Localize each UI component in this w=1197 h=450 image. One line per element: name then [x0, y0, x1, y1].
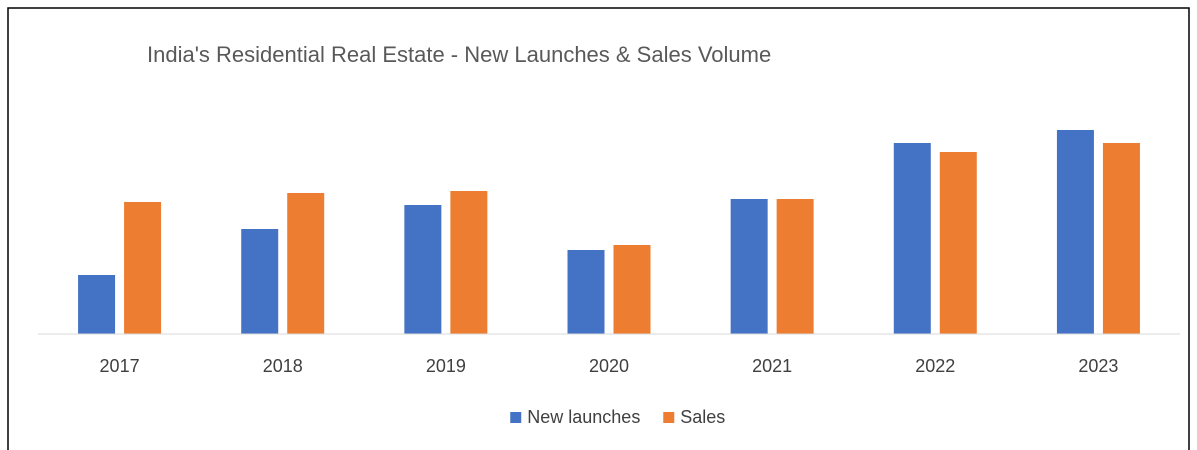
legend-label: Sales	[680, 407, 725, 427]
bar	[78, 275, 116, 334]
bar	[124, 202, 162, 334]
bar	[613, 245, 651, 334]
frame	[7, 7, 1190, 450]
x-tick-label: 2018	[263, 356, 303, 376]
bar	[404, 205, 442, 334]
bar	[730, 199, 768, 334]
x-tick-label: 2019	[426, 356, 466, 376]
chart-title: India's Residential Real Estate - New La…	[147, 42, 771, 67]
bar	[1102, 143, 1140, 334]
x-tick-label: 2020	[589, 356, 629, 376]
legend-label: New launches	[527, 407, 640, 427]
bar	[567, 250, 605, 334]
bar	[450, 191, 488, 334]
bar	[287, 193, 325, 334]
bar	[939, 152, 977, 334]
legend-swatch	[663, 412, 675, 423]
bar	[241, 229, 279, 334]
bar	[1056, 130, 1094, 334]
legend-swatch	[510, 412, 522, 423]
x-tick-label: 2021	[752, 356, 792, 376]
x-tick-label: 2017	[100, 356, 140, 376]
bar	[776, 199, 814, 334]
x-tick-label: 2022	[915, 356, 955, 376]
bar	[893, 143, 931, 334]
x-tick-label: 2023	[1078, 356, 1118, 376]
